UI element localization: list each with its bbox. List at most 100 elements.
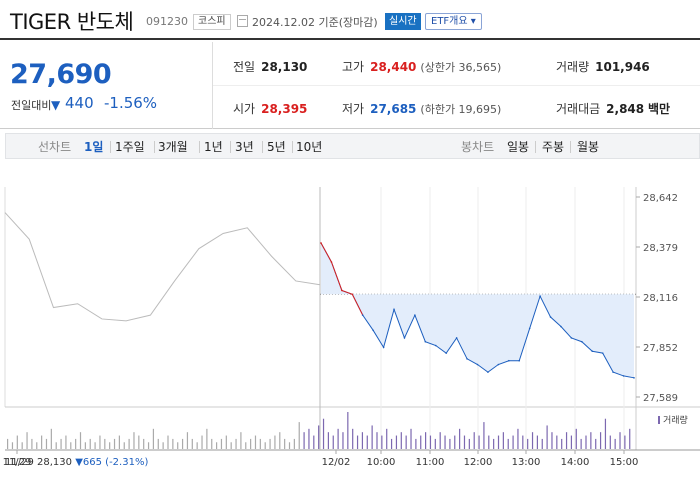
- volume: 거래량 101,946: [556, 58, 650, 75]
- volume-bar: [99, 435, 101, 449]
- x-tick-label: 12:00: [464, 457, 493, 468]
- volume-bar: [561, 438, 563, 449]
- volume-bar: [293, 438, 295, 449]
- change-label: 전일대비: [11, 99, 52, 112]
- volume-bar: [590, 432, 592, 449]
- low-value: 27,685: [370, 102, 417, 116]
- candle-weekly[interactable]: 주봉: [542, 140, 565, 154]
- volume-bar: [420, 435, 422, 449]
- price-point: [361, 314, 364, 316]
- price-point: [549, 316, 552, 318]
- price-point: [403, 337, 406, 339]
- period-10y[interactable]: 10년: [296, 140, 323, 154]
- volume-bar: [327, 432, 329, 449]
- volume-bar: [347, 412, 349, 449]
- price-point: [351, 293, 354, 296]
- stock-header: TIGER 반도체 091230 코스피 2024.12.02 기준(장마감) …: [0, 0, 700, 40]
- volume-bar: [162, 442, 164, 449]
- trade-amount: 거래대금 2,848 백만: [556, 100, 670, 117]
- volume-bar: [425, 432, 427, 449]
- volume-bar: [371, 425, 373, 449]
- change-percent: -1.56%: [104, 94, 158, 112]
- volume-bar: [143, 438, 145, 449]
- candle-daily[interactable]: 일봉: [507, 140, 530, 154]
- volume-bar: [624, 435, 626, 449]
- volume-bar: [152, 428, 155, 449]
- y-tick-label: 28,379: [643, 243, 678, 254]
- volume-bar: [473, 432, 475, 449]
- price-chart-svg: 28,642 28,379 28,116 27,852 27,589 11/29 12/02…: [3, 187, 700, 468]
- price-point: [581, 340, 583, 343]
- volume-bar: [313, 435, 315, 449]
- volume-bar: [551, 432, 553, 449]
- volume-bar: [352, 428, 354, 449]
- realtime-button[interactable]: 실시간: [385, 13, 421, 30]
- divider: [110, 141, 111, 153]
- volume-bar: [191, 438, 193, 449]
- current-price-panel: 27,690 전일대비 ▼ 440 -1.56%: [0, 42, 213, 129]
- volume-bar: [439, 432, 441, 449]
- divider: [570, 141, 571, 153]
- price-point: [424, 340, 427, 343]
- y-tick-label: 27,852: [643, 343, 678, 354]
- period-1d[interactable]: 1일: [84, 140, 104, 154]
- volume-bar: [55, 442, 57, 449]
- upper-limit: (상한가 36,565): [420, 61, 502, 74]
- prev-close-label: 전일: [233, 60, 256, 74]
- volume-bar: [463, 435, 466, 449]
- quote-panel: 27,690 전일대비 ▼ 440 -1.56% 전일 28,130 고가 28,4…: [0, 42, 700, 129]
- volume-bar: [157, 438, 159, 449]
- price-point: [466, 358, 468, 360]
- volume-bar: [478, 435, 480, 449]
- volume-bar: [288, 442, 291, 449]
- price-point: [601, 352, 604, 354]
- period-1y[interactable]: 1년: [204, 140, 223, 154]
- period-3m[interactable]: 3개월: [158, 140, 188, 154]
- volume-bar: [585, 435, 587, 449]
- x-tick-label: 11/29: [3, 457, 32, 468]
- volume-bar: [138, 435, 140, 449]
- volume-bar: [181, 438, 184, 449]
- period-3y[interactable]: 3년: [235, 140, 254, 154]
- volume-bar: [206, 428, 208, 449]
- volume-bar: [240, 432, 242, 449]
- volume-bar: [356, 435, 359, 449]
- volume-bar: [468, 438, 470, 449]
- volume-bar: [337, 428, 339, 449]
- current-price: 27,690: [10, 59, 112, 90]
- volume-bar: [376, 432, 378, 449]
- volume-bar: [415, 438, 417, 449]
- volume-bar: [381, 435, 383, 449]
- price-point: [591, 350, 594, 353]
- volume-bar: [405, 435, 407, 449]
- x-tick-label: 12/02: [322, 457, 351, 468]
- volume-bar: [94, 442, 96, 449]
- volume-bar: [26, 432, 28, 449]
- etf-overview-dropdown[interactable]: ETF개요 ▾: [425, 13, 482, 30]
- volume-bar: [259, 438, 261, 449]
- change-value: 440: [65, 94, 94, 112]
- x-tick-label: 11:00: [416, 457, 445, 468]
- lower-limit: (하한가 19,695): [420, 103, 502, 116]
- volume-bar: [113, 438, 116, 449]
- price-chart[interactable]: 28,642 28,379 28,116 27,852 27,589 11/29 12/02…: [0, 160, 700, 478]
- high: 고가 28,440 (상한가 36,565): [342, 58, 501, 75]
- volume-bar: [434, 438, 436, 449]
- volume-bar: [104, 438, 106, 449]
- low-label: 저가: [342, 102, 365, 116]
- volume-bar: [619, 432, 621, 449]
- volume-bar: [31, 438, 33, 449]
- price-point: [393, 308, 395, 311]
- period-1w[interactable]: 1주일: [115, 140, 145, 154]
- volume-bar: [570, 435, 573, 449]
- volume-bar: [225, 435, 227, 449]
- prev-close: 전일 28,130: [233, 58, 307, 75]
- candle-monthly[interactable]: 월봉: [577, 140, 600, 154]
- open-label: 시가: [233, 102, 256, 116]
- volume-bar: [84, 442, 86, 449]
- volume-bar: [395, 435, 398, 449]
- footer-price: 28,130: [37, 457, 73, 468]
- volume-bar: [454, 435, 456, 449]
- price-point: [372, 329, 374, 332]
- period-5y[interactable]: 5년: [267, 140, 286, 154]
